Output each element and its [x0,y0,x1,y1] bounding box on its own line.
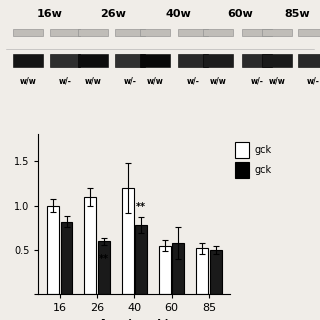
Text: 40w: 40w [165,9,191,19]
Bar [47,205,59,294]
Bar [196,248,208,294]
Bar [115,54,145,67]
Text: 85w: 85w [284,9,310,19]
Bar [235,162,249,178]
Bar [262,29,292,36]
Bar [98,241,110,294]
Text: w/w: w/w [147,77,164,86]
Text: w/w: w/w [84,77,101,86]
Text: 16w: 16w [37,9,63,19]
Bar [178,29,208,36]
Text: **: ** [136,202,146,212]
Bar [203,29,233,36]
Bar [235,142,249,158]
Text: w/-: w/- [251,77,263,86]
Text: 26w: 26w [100,9,126,19]
Bar [13,54,43,67]
Text: 60w: 60w [227,9,253,19]
Bar [178,54,208,67]
Bar [262,54,292,67]
Text: w/-: w/- [307,77,319,86]
Bar [203,54,233,67]
X-axis label: Age (week): Age (week) [99,319,170,320]
Text: w/w: w/w [268,77,285,86]
Bar [78,29,108,36]
Bar [242,54,272,67]
Bar [140,54,170,67]
Text: w/-: w/- [59,77,71,86]
Bar [78,54,108,67]
Bar [50,29,80,36]
Bar [13,29,43,36]
Bar [135,225,147,294]
Text: w/-: w/- [187,77,199,86]
Bar [172,243,184,294]
Text: w/w: w/w [210,77,226,86]
Text: w/w: w/w [20,77,36,86]
Bar [115,29,145,36]
Bar [159,245,171,294]
Text: gck: gck [254,145,271,155]
Bar [210,250,222,294]
Text: w/-: w/- [124,77,136,86]
Bar [50,54,80,67]
Bar [140,29,170,36]
Text: gck: gck [254,165,271,175]
Bar [84,196,96,294]
Bar [60,221,73,294]
Bar [298,29,320,36]
Bar [242,29,272,36]
Bar [122,188,134,294]
Bar [298,54,320,67]
Text: **: ** [99,253,109,263]
